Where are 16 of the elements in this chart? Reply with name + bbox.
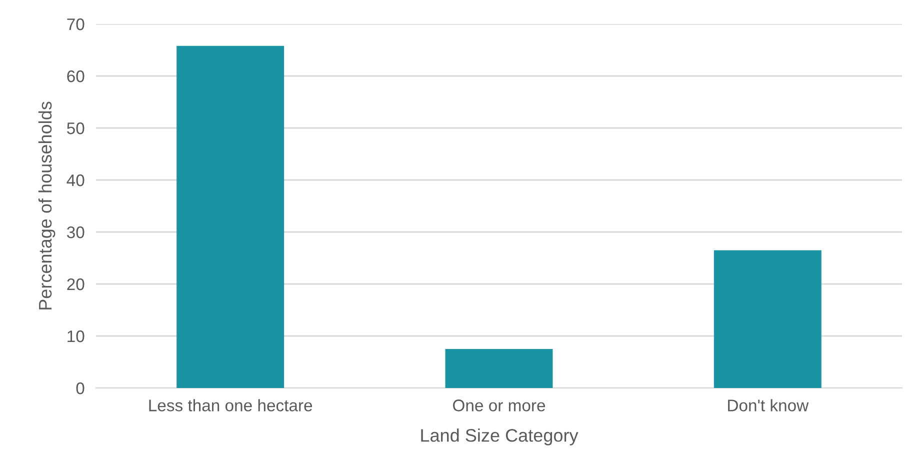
x-tick-label: Don't know bbox=[728, 399, 809, 412]
x-tick-label: One or more bbox=[453, 400, 546, 412]
y-tick-label: 50 bbox=[67, 122, 84, 134]
y-tick-label: 20 bbox=[67, 278, 84, 290]
bar bbox=[176, 46, 284, 388]
y-tick-label: 0 bbox=[76, 382, 84, 394]
x-axis-title: Land Size Category bbox=[421, 428, 578, 446]
bar bbox=[445, 349, 553, 388]
y-tick-label: 60 bbox=[67, 70, 84, 82]
y-tick-label: 40 bbox=[66, 174, 84, 186]
y-axis-title: Percentage of households bbox=[38, 102, 56, 310]
bar bbox=[714, 250, 822, 388]
y-tick-label: 10 bbox=[68, 330, 84, 342]
x-tick-label: Less than one hectare bbox=[149, 399, 312, 412]
y-tick-label: 70 bbox=[67, 18, 84, 30]
y-tick-label: 30 bbox=[66, 226, 84, 238]
